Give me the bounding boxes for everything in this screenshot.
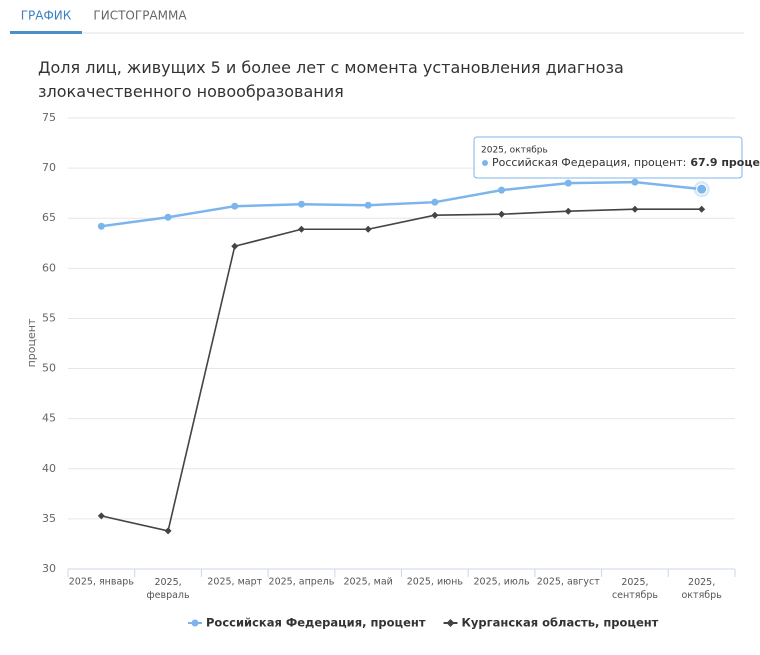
- y-tick-label: 75: [42, 111, 56, 124]
- y-tick-label: 55: [42, 311, 56, 324]
- marker: [97, 222, 105, 230]
- y-tick-label: 45: [42, 412, 56, 425]
- series-line: [101, 180, 702, 228]
- active-tab-underline: [10, 31, 82, 34]
- marker: [631, 205, 639, 213]
- x-tick-label: 2025, август: [537, 577, 600, 588]
- y-tick-label: 35: [42, 512, 56, 525]
- y-tick-label: 50: [42, 362, 56, 375]
- marker: [498, 186, 506, 194]
- y-tick-label: 65: [42, 211, 56, 224]
- x-tick-label: 2025, март: [207, 577, 262, 588]
- marker: [431, 198, 439, 206]
- tooltip-header: 2025, октябрь: [481, 146, 548, 156]
- x-tick-label: 2025, июль: [474, 577, 530, 588]
- marker: [364, 201, 372, 209]
- marker: [564, 179, 572, 187]
- marker: [431, 211, 439, 219]
- tab[interactable]: ГИСТОГРАММА: [93, 9, 187, 23]
- tooltip-value: 67.9 процент: [690, 156, 760, 169]
- marker: [231, 242, 239, 250]
- marker: [164, 213, 172, 221]
- y-tick-label: 40: [42, 462, 56, 475]
- x-tick-label: 2025, июнь: [407, 577, 464, 588]
- y-axis-label: процент: [25, 318, 38, 367]
- legend-marker: [191, 619, 199, 627]
- marker: [364, 225, 372, 233]
- x-tick-label: 2025, февраль: [147, 577, 190, 601]
- x-tick-label: 2025, сентябрь: [612, 577, 658, 601]
- marker: [498, 210, 506, 218]
- marker: [231, 202, 239, 210]
- legend-label[interactable]: Курганская область, процент: [461, 616, 658, 630]
- marker: [631, 178, 639, 186]
- tab[interactable]: ГРАФИК: [21, 9, 72, 23]
- marker: [297, 225, 305, 233]
- legend-label[interactable]: Российская Федерация, процент: [206, 616, 426, 630]
- y-tick-label: 30: [42, 562, 56, 575]
- marker: [164, 527, 172, 535]
- x-tick-label: 2025, май: [343, 577, 392, 588]
- marker: [297, 200, 305, 208]
- series-line: [101, 208, 702, 532]
- y-tick-label: 70: [42, 161, 56, 174]
- marker: [698, 205, 706, 213]
- marker: [97, 512, 105, 520]
- x-tick-label: 2025, январь: [69, 577, 135, 588]
- tooltip-box: [473, 136, 743, 179]
- y-tick-label: 60: [42, 261, 56, 274]
- x-tick-label: 2025, апрель: [269, 577, 335, 588]
- legend-marker: [446, 619, 455, 627]
- hover-point: [696, 183, 708, 195]
- marker: [564, 207, 572, 215]
- tooltip-dot: [482, 160, 488, 166]
- chart-title: Доля лиц, живущих 5 и более лет с момент…: [38, 58, 624, 101]
- tooltip-label: Российская Федерация, процент:: [492, 156, 686, 169]
- x-tick-label: 2025, октябрь: [682, 577, 723, 601]
